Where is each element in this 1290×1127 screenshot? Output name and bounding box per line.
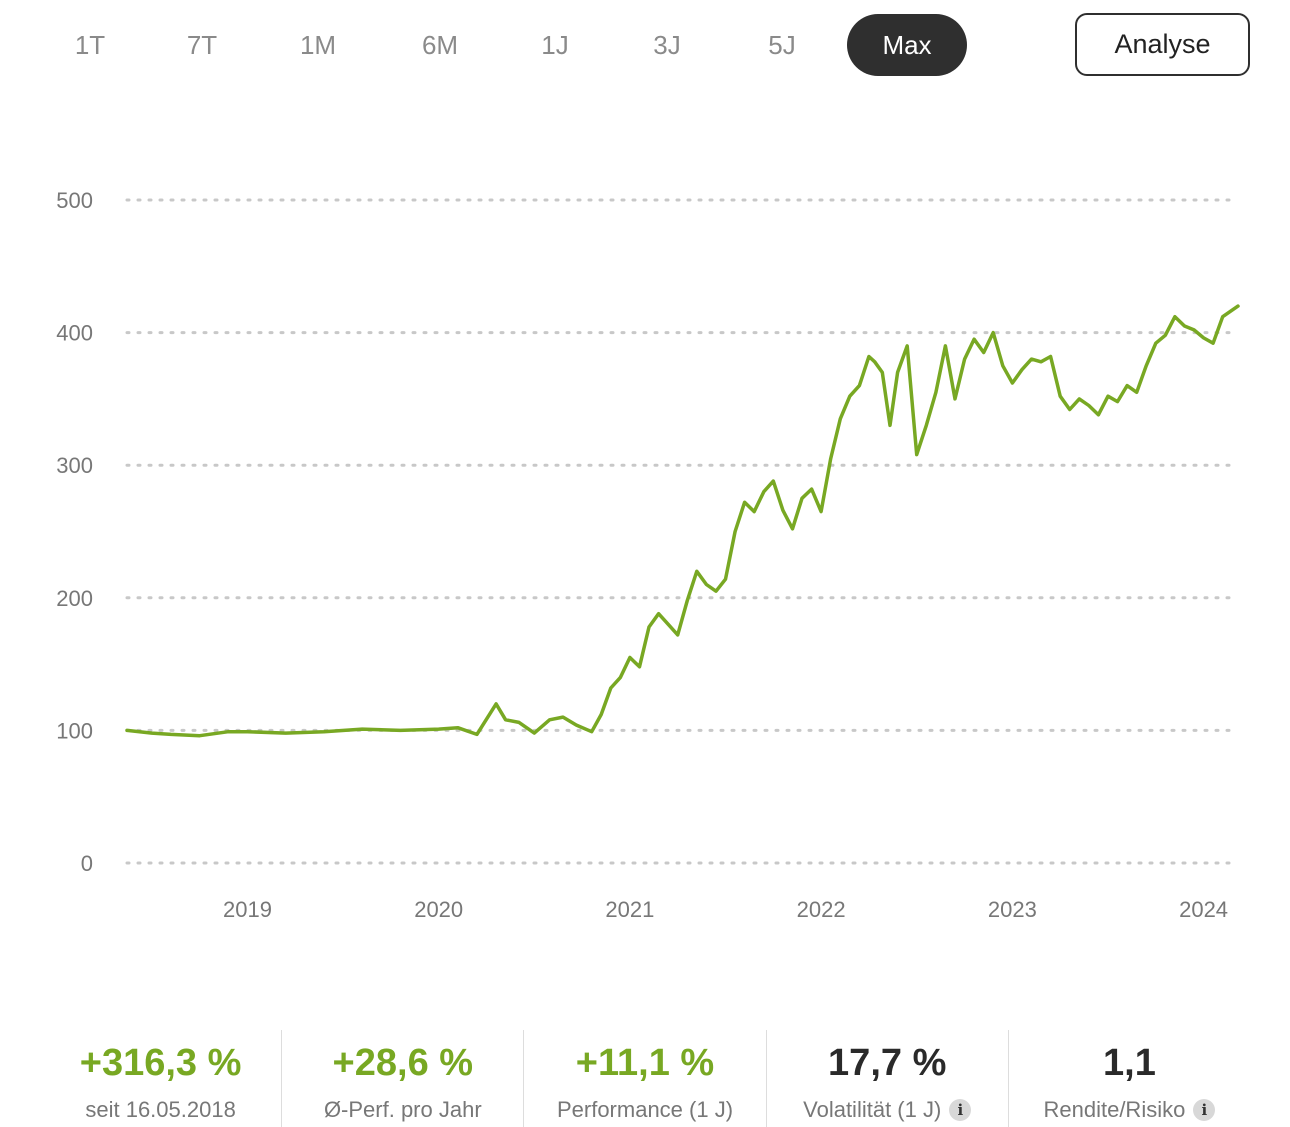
x-tick-label: 2020: [414, 897, 463, 922]
stat-value: 1,1: [1103, 1042, 1156, 1084]
stat-label: Ø-Perf. pro Jahr: [323, 1097, 482, 1122]
range-tab-5j[interactable]: 5J: [768, 29, 796, 60]
stat-label: Volatilität (1 J): [803, 1097, 942, 1122]
x-tick-label: 2021: [605, 897, 654, 922]
y-tick-label: 200: [56, 586, 93, 611]
chart-svg: 500 400 300 200 100 0 2019 2020 2021 2022 2023 2024: [56, 188, 1240, 922]
x-tick-label: 2023: [988, 897, 1037, 922]
stat-value: 17,7 %: [828, 1042, 947, 1084]
x-tick-label: 2024: [1179, 897, 1228, 922]
range-tab-7t[interactable]: 7T: [186, 29, 218, 60]
stat-label: Rendite/Risiko: [1043, 1097, 1186, 1122]
y-tick-label: 0: [81, 851, 93, 876]
info-icon[interactable]: i: [1193, 1099, 1216, 1121]
stat-return-risk: 1,1 Rendite/Risiko i: [1007, 1030, 1250, 1127]
stat-value: +11,1 %: [575, 1042, 715, 1084]
y-tick-label: 100: [56, 718, 93, 743]
analyse-button[interactable]: Analyse: [1075, 13, 1250, 76]
y-tick-label: 300: [56, 453, 93, 478]
range-tab-1m[interactable]: 1M: [299, 29, 337, 60]
x-tick-label: 2019: [223, 897, 272, 922]
stat-volatility: 17,7 % Volatilität (1 J) i: [765, 1030, 1008, 1127]
stat-value: +28,6 %: [332, 1042, 474, 1084]
range-tabs: 1T 7T 1M 6M 1J 3J 5J Max: [30, 14, 980, 76]
stat-total-performance: +316,3 % seit 16.05.2018: [40, 1030, 281, 1127]
range-tab-max[interactable]: Max: [847, 14, 967, 76]
range-tab-6m[interactable]: 6M: [421, 29, 459, 60]
stat-avg-performance: +28,6 % Ø-Perf. pro Jahr: [281, 1030, 523, 1127]
stat-performance-1y: +11,1 % Performance (1 J): [523, 1030, 765, 1127]
range-tab-1j[interactable]: 1J: [541, 29, 569, 60]
stat-label: Performance (1 J): [556, 1097, 734, 1122]
stat-value: +316,3 %: [79, 1042, 242, 1084]
x-tick-label: 2022: [797, 897, 846, 922]
range-tab-1t[interactable]: 1T: [74, 29, 106, 60]
stat-label: seit 16.05.2018: [85, 1097, 236, 1122]
range-tab-3j[interactable]: 3J: [653, 29, 681, 60]
info-icon[interactable]: i: [949, 1099, 972, 1121]
stats-row: +316,3 % seit 16.05.2018 +28,6 % Ø-Perf.…: [40, 1030, 1250, 1127]
price-series-line: [125, 304, 1240, 738]
y-tick-label: 500: [56, 188, 93, 213]
price-chart: 500 400 300 200 100 0 2019 2020 2021 2022 2023 2024: [0, 150, 1290, 940]
y-tick-label: 400: [56, 321, 93, 346]
